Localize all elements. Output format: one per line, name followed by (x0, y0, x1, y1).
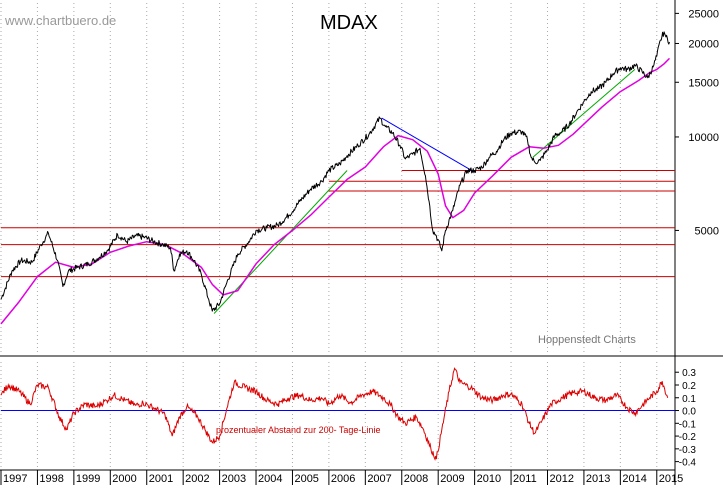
series-group (0, 31, 671, 461)
x-tick-label: 2004 (258, 473, 282, 485)
x-tick-label: 2011 (513, 473, 537, 485)
chart-title: MDAX (320, 12, 378, 34)
x-tick-label: 2006 (331, 473, 355, 485)
watermark-text: www.chartbuero.de (4, 13, 116, 28)
x-tick-label: 2013 (586, 473, 610, 485)
y-tick-label: 15000 (688, 77, 719, 89)
oscillator-line (0, 367, 669, 461)
y-tick-label: 5000 (695, 225, 719, 237)
osc-tick-label: -0.4 (679, 458, 697, 469)
support-lines (1, 169, 675, 412)
x-tick-label: 2010 (477, 473, 501, 485)
x-tick-label: 2005 (294, 473, 318, 485)
osc-tick-label: -0.3 (679, 445, 697, 456)
osc-tick-label: 0.0 (682, 407, 696, 418)
y-tick-label: 10000 (688, 132, 719, 144)
sma200-line (0, 57, 671, 325)
x-tick-label: 1998 (39, 473, 63, 485)
y-tick-label: 20000 (688, 38, 719, 50)
downtrend-line-2007 (381, 117, 475, 173)
osc-tick-label: 0.3 (682, 368, 696, 379)
osc-tick-label: 0.1 (682, 394, 696, 405)
x-tick-label: 1997 (3, 473, 27, 485)
price-line (0, 31, 670, 312)
x-tick-label: 2003 (222, 473, 246, 485)
x-tick-label: 2000 (112, 473, 136, 485)
uptrend-line-2003 (213, 170, 348, 314)
y-tick-label: 25000 (688, 8, 719, 20)
grid-lines (0, 3, 658, 468)
x-tick-label: 2007 (367, 473, 391, 485)
y-axis-labels: 5000 10000 15000 20000 25000 0.3 0.2 0.1 0.0-0.1… (675, 8, 719, 469)
x-tick-label: 2008 (404, 473, 428, 485)
x-tick-label: 2015 (659, 473, 683, 485)
oscillator-caption: prozentualer Abstand zur 200- Tage-Linie (216, 425, 380, 435)
x-tick-label: 2009 (440, 473, 464, 485)
x-tick-label: 2001 (149, 473, 173, 485)
uptrend-line-2011 (532, 69, 636, 158)
osc-tick-label: -0.2 (679, 432, 697, 443)
x-axis-labels: 1997 1998 1999 2000 2001 2002 2003 2004 2005 2006… (0, 470, 683, 485)
x-tick-label: 1999 (76, 473, 100, 485)
x-tick-label: 2002 (185, 473, 209, 485)
x-tick-label: 2012 (549, 473, 573, 485)
source-label: Hoppenstedt Charts (538, 334, 636, 346)
x-tick-label: 2014 (622, 473, 646, 485)
osc-tick-label: 0.2 (682, 381, 696, 392)
osc-tick-label: -0.1 (679, 419, 697, 430)
